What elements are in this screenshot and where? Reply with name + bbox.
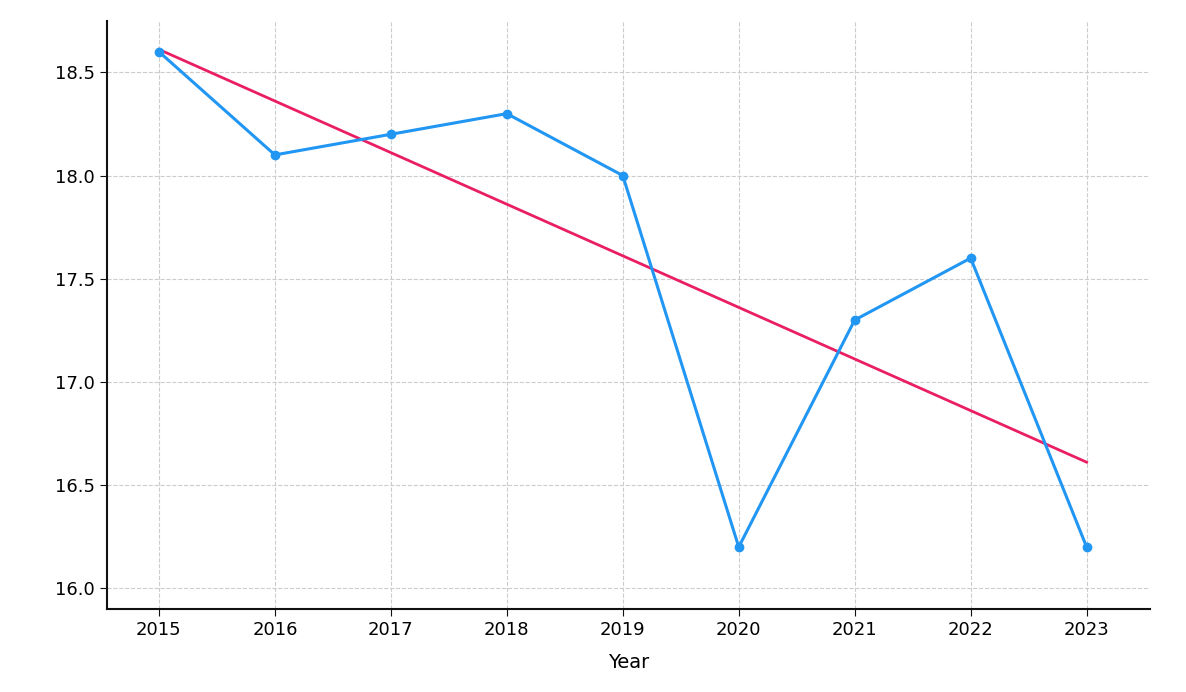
X-axis label: Year: Year xyxy=(608,653,649,672)
